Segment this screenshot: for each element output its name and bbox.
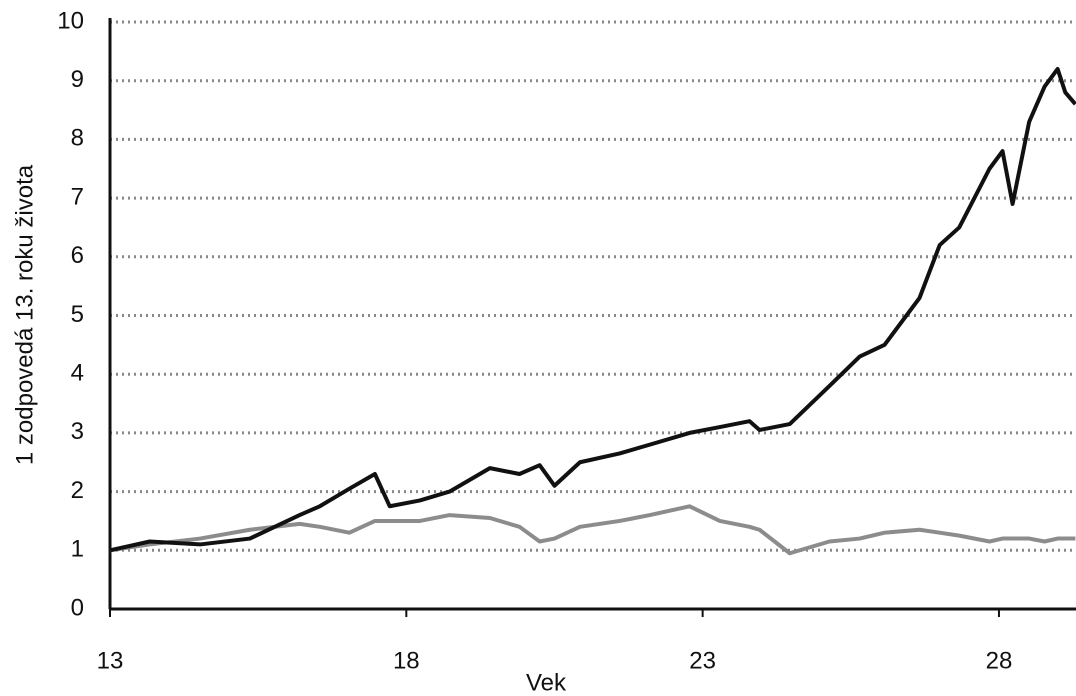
- x-axis-label: Vek: [526, 669, 567, 696]
- line-series: [109, 504, 1076, 556]
- y-tick-label: 3: [71, 418, 84, 445]
- y-tick-label: 6: [71, 242, 84, 269]
- y-tick-label: 7: [71, 183, 84, 210]
- x-tick-label: 28: [986, 647, 1013, 674]
- y-tick-label: 2: [71, 477, 84, 504]
- x-tick-label: 18: [393, 647, 420, 674]
- y-tick-label: 0: [71, 594, 84, 621]
- x-tick-label: 13: [97, 647, 124, 674]
- line-series: [109, 66, 1076, 553]
- y-tick-label: 8: [71, 125, 84, 152]
- x-tick-label: 23: [689, 647, 716, 674]
- y-tick-label: 9: [71, 66, 84, 93]
- y-axis-label: 1 zodpovedá 13. roku života: [11, 164, 38, 465]
- y-tick-label: 1: [71, 536, 84, 563]
- y-tick-label: 5: [71, 301, 84, 328]
- y-tick-label: 4: [71, 360, 84, 387]
- y-tick-label: 10: [57, 7, 84, 34]
